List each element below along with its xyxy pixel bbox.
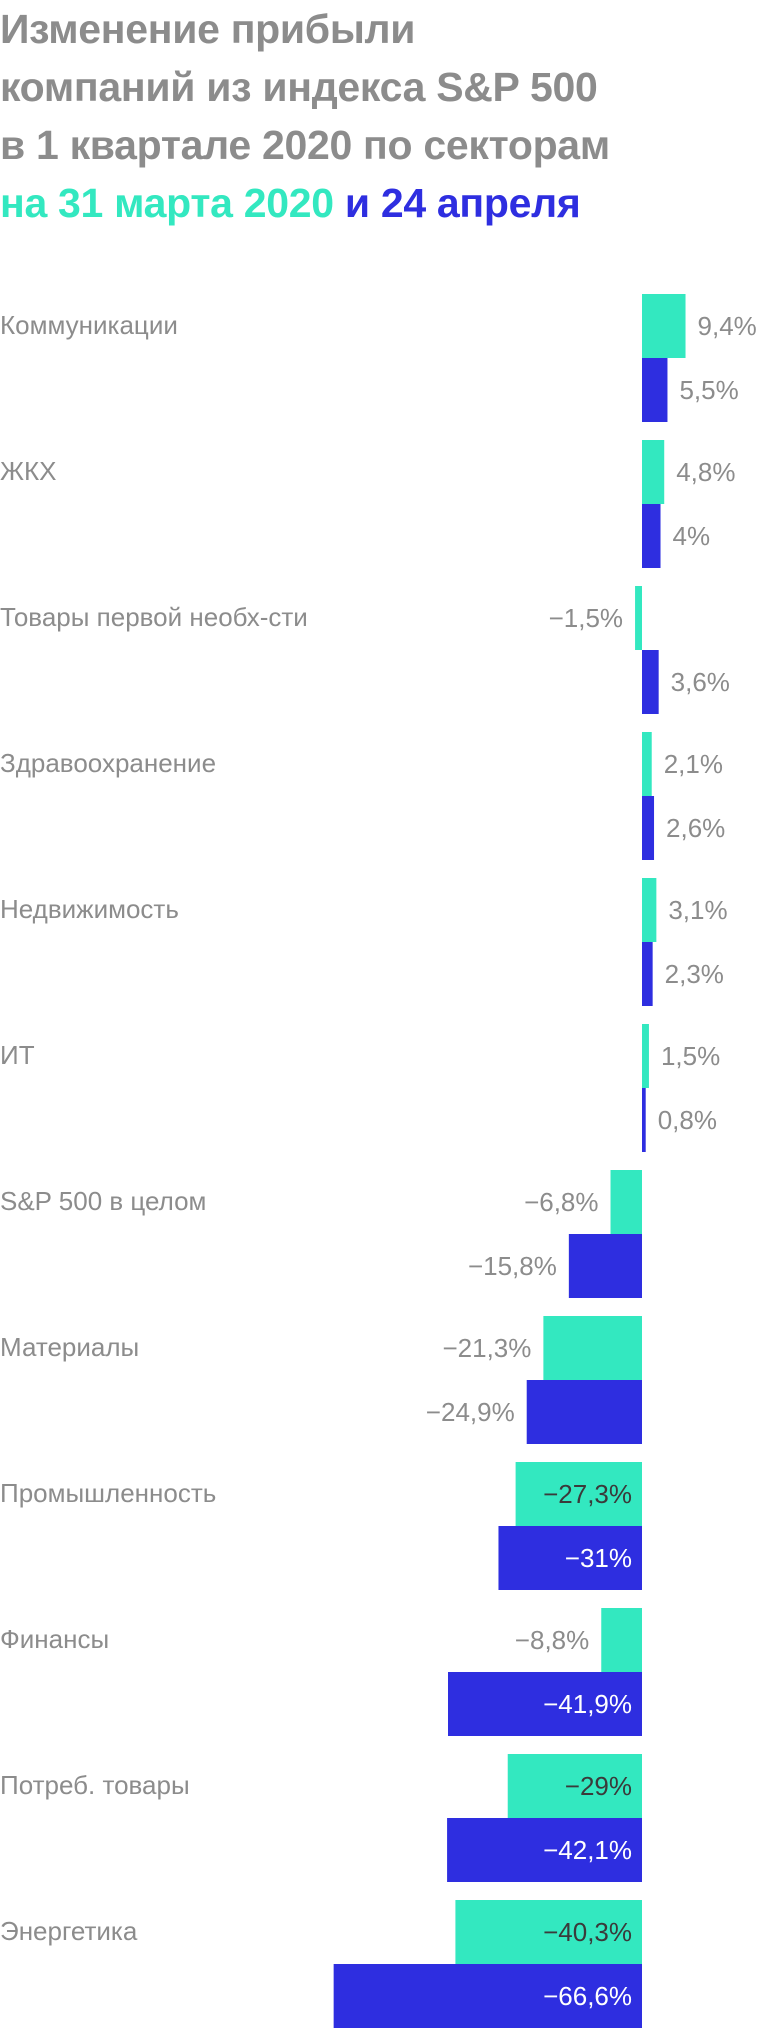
category-label: Материалы: [0, 1332, 139, 1362]
data-label: −15,8%: [468, 1251, 557, 1281]
data-label: 3,6%: [671, 667, 730, 697]
category-label: Промышленность: [0, 1478, 216, 1508]
title-line-2: компаний из индекса S&P 500: [0, 64, 598, 110]
bar: [447, 1818, 642, 1882]
data-label: −66,6%: [543, 1981, 632, 2011]
data-label: 5,5%: [679, 375, 738, 405]
category-label: Финансы: [0, 1624, 109, 1654]
data-label: −24,9%: [426, 1397, 515, 1427]
data-label: −27,3%: [543, 1479, 632, 1509]
bar: [642, 1024, 649, 1088]
bar: [515, 1462, 642, 1526]
data-label: −40,3%: [543, 1917, 632, 1947]
bar: [642, 732, 652, 796]
bar: [642, 504, 661, 568]
data-label: −42,1%: [543, 1835, 632, 1865]
bar: [543, 1316, 642, 1380]
data-label: −31%: [565, 1543, 632, 1573]
bar: [333, 1964, 642, 2028]
bar: [635, 586, 642, 650]
bar: [642, 1088, 646, 1152]
bar: [642, 942, 653, 1006]
bar: [526, 1380, 642, 1444]
category-label: ИТ: [0, 1040, 35, 1070]
bar: [642, 358, 668, 422]
data-label: 9,4%: [698, 311, 757, 341]
bar: [642, 294, 686, 358]
data-label: 2,6%: [666, 813, 725, 843]
bar: [601, 1608, 642, 1672]
data-label: −29%: [565, 1771, 632, 1801]
bar: [642, 878, 657, 942]
data-label: 0,8%: [658, 1105, 717, 1135]
legend-series-march: на 31 марта 2020: [0, 180, 334, 226]
data-label: 4,8%: [676, 457, 735, 487]
data-label: 1,5%: [661, 1041, 720, 1071]
legend-joiner: и: [333, 180, 381, 226]
data-label: −21,3%: [442, 1333, 531, 1363]
bar: [610, 1170, 642, 1234]
bar: [498, 1526, 642, 1590]
category-label: Коммуникации: [0, 310, 178, 340]
title-line-3: в 1 квартале 2020 по секторам: [0, 122, 610, 168]
bar: [448, 1672, 642, 1736]
data-label: 4%: [673, 521, 711, 551]
data-label: 2,1%: [664, 749, 723, 779]
category-label: ЖКХ: [0, 456, 57, 486]
title-line-4: на 31 марта 2020 и 24 апреля: [0, 174, 768, 232]
data-label: −41,9%: [543, 1689, 632, 1719]
category-label: Потреб. товары: [0, 1770, 190, 1800]
category-label: Недвижимость: [0, 894, 179, 924]
data-label: −8,8%: [515, 1625, 589, 1655]
category-label: Товары первой необх-сти: [0, 602, 308, 632]
category-label: Здравоохранение: [0, 748, 216, 778]
bar: [507, 1754, 642, 1818]
data-label: −6,8%: [524, 1187, 598, 1217]
legend-series-april: 24 апреля: [380, 180, 581, 226]
data-label: −1,5%: [549, 603, 623, 633]
category-label: Энергетика: [0, 1916, 138, 1946]
data-label: 2,3%: [665, 959, 724, 989]
chart-title: Изменение прибыли компаний из индекса S&…: [0, 0, 768, 232]
bar: [642, 796, 655, 860]
data-label: 3,1%: [668, 895, 727, 925]
bar: [455, 1900, 642, 1964]
bar: [642, 650, 659, 714]
category-label: S&P 500 в целом: [0, 1186, 206, 1216]
bar: [568, 1234, 642, 1298]
bar: [642, 440, 665, 504]
title-line-1: Изменение прибыли: [0, 6, 416, 52]
